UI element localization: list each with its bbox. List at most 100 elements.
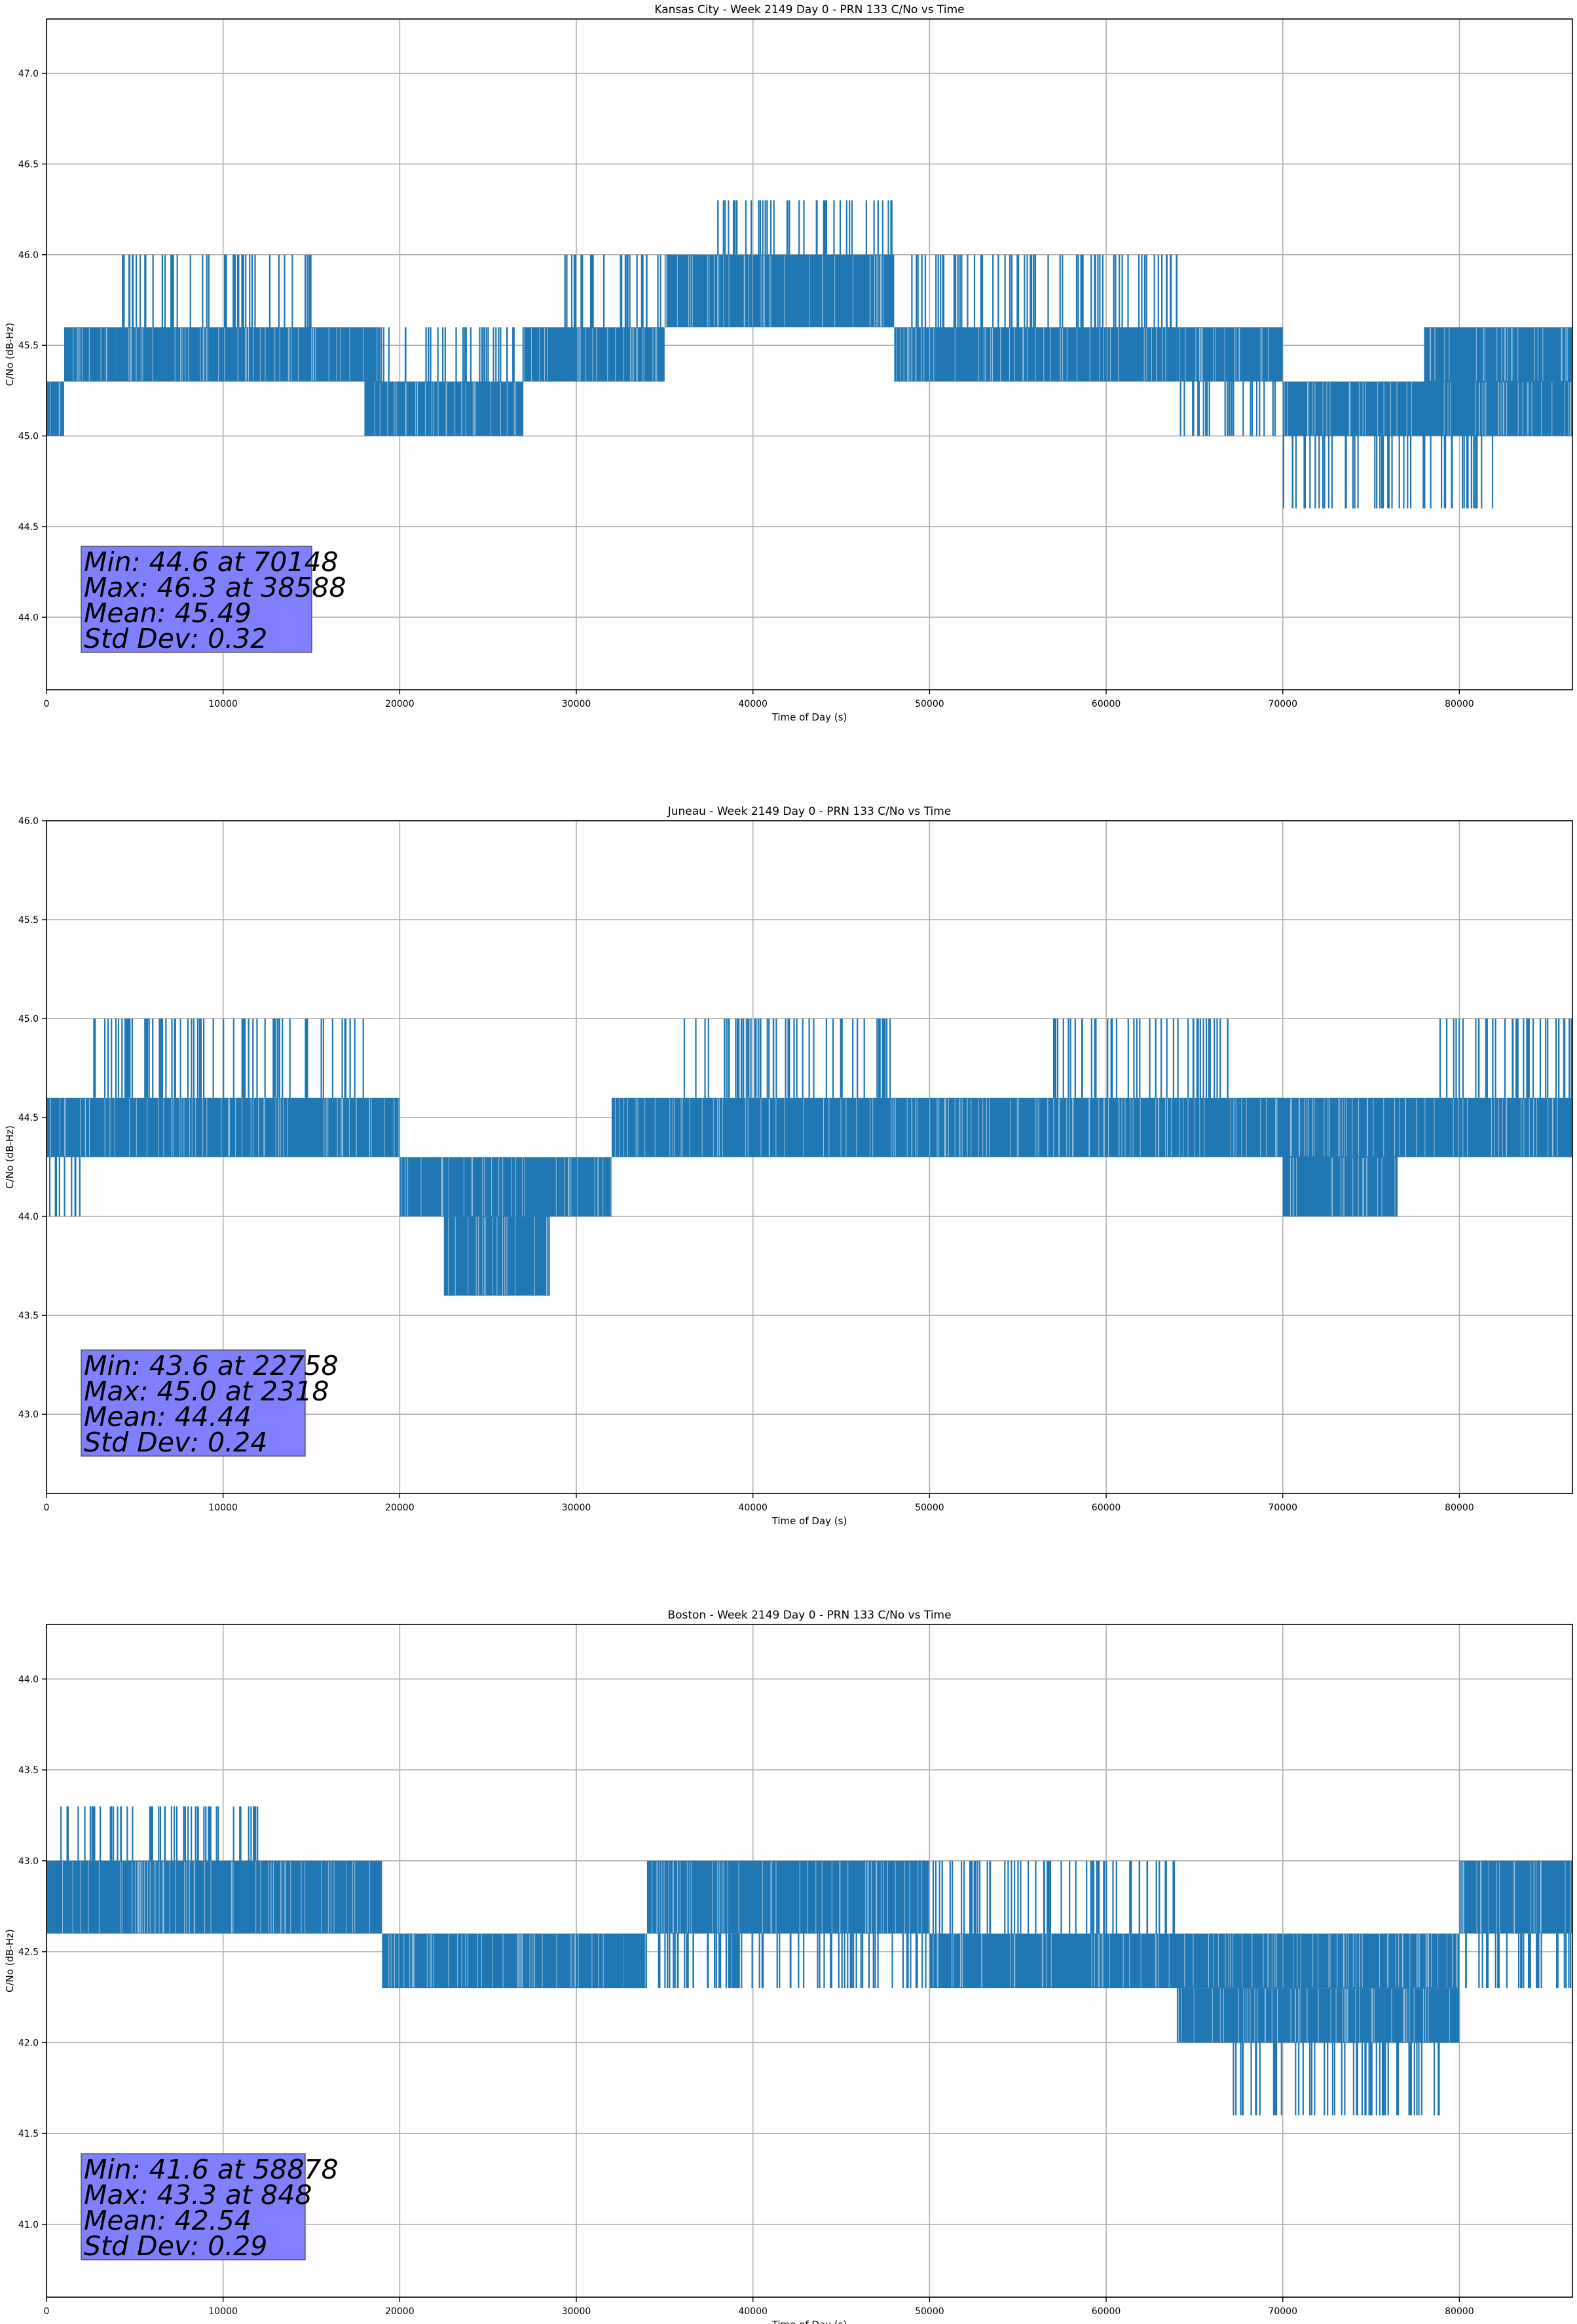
- series-spikes: [1282, 436, 1494, 509]
- y-axis-label: C/No (dB-Hz): [4, 323, 16, 386]
- series-band: [117, 327, 312, 382]
- x-tick-label: 50000: [915, 2306, 944, 2317]
- chart-title: Juneau - Week 2149 Day 0 - PRN 133 C/No …: [667, 805, 952, 818]
- y-tick-label: 47.0: [18, 69, 39, 79]
- x-tick-label: 50000: [915, 1503, 944, 1513]
- series-band: [1459, 1860, 1572, 1934]
- series-band: [46, 1097, 400, 1157]
- x-tick-label: 20000: [385, 2306, 415, 2317]
- x-tick-label: 70000: [1268, 1503, 1297, 1513]
- stats-mean: Mean: 45.49: [84, 597, 251, 629]
- x-tick-label: 10000: [208, 1503, 238, 1513]
- y-tick-label: 44.0: [18, 1212, 39, 1222]
- stats-box: [81, 546, 312, 653]
- series-band-gaps: [1178, 1989, 1450, 2042]
- y-tick-label: 45.0: [18, 1014, 39, 1024]
- y-tick-label: 46.0: [18, 250, 39, 261]
- stats-min: Min: 41.6 at 58878: [84, 2154, 339, 2185]
- y-tick-label: 43.0: [18, 1410, 39, 1420]
- y-tick-label: 45.5: [18, 915, 39, 926]
- series-band: [929, 1933, 1460, 1989]
- series-band-gaps: [50, 382, 60, 436]
- series-spikes: [1233, 2042, 1440, 2116]
- y-tick-label: 43.5: [18, 1765, 39, 1776]
- series-spikes: [932, 1860, 1176, 1934]
- series-spikes: [1179, 381, 1276, 436]
- stats-max: Max: 45.0 at 2318: [84, 1376, 329, 1407]
- series-band: [382, 1933, 647, 1989]
- axes-frame: [46, 820, 1573, 1494]
- series-band: [46, 381, 64, 436]
- series-band-gaps: [523, 328, 658, 381]
- y-tick-label: 46.0: [18, 816, 39, 827]
- y-tick-label: 46.5: [18, 159, 39, 170]
- y-tick-label: 44.5: [18, 522, 39, 533]
- series-band: [646, 1860, 930, 1934]
- y-tick-label: 42.5: [18, 1947, 39, 1958]
- series-spikes: [365, 327, 525, 382]
- series-cno: [46, 200, 1572, 509]
- series-band-gaps: [1260, 1098, 1558, 1157]
- series-spikes: [1439, 1019, 1572, 1098]
- x-tick-label: 0: [44, 2306, 50, 2317]
- x-tick-label: 80000: [1445, 1503, 1474, 1513]
- series-band: [311, 327, 382, 382]
- series-band-gaps: [388, 1934, 646, 1988]
- stats-mean: Mean: 42.54: [84, 2205, 251, 2236]
- x-tick-label: 80000: [1445, 699, 1474, 709]
- chart-title: Kansas City - Week 2149 Day 0 - PRN 133 …: [654, 3, 964, 16]
- stats-std: Std Dev: 0.32: [84, 623, 267, 654]
- series-band: [1424, 327, 1572, 382]
- x-tick-label: 80000: [1445, 2306, 1474, 2317]
- series-band-gaps: [62, 1861, 371, 1933]
- series-band: [46, 1860, 382, 1934]
- x-axis-label: Time of Day (s): [771, 1515, 847, 1527]
- series-band-gaps: [50, 1098, 399, 1157]
- x-tick-label: 10000: [208, 2306, 238, 2317]
- y-tick-label: 43.0: [18, 1856, 39, 1867]
- y-axis-label: C/No (dB-Hz): [4, 1125, 16, 1189]
- x-tick-label: 20000: [385, 699, 415, 709]
- series-band: [1247, 1097, 1572, 1157]
- axes-frame: [46, 1624, 1573, 2298]
- series-band: [1176, 327, 1283, 382]
- series-band-gaps: [652, 1861, 930, 1933]
- stats-max: Max: 43.3 at 848: [84, 2179, 312, 2211]
- series-band: [523, 327, 665, 382]
- chart-kansas-city: 0 10000 20000 30000 40000 50000 60000 70000 8000…: [4, 3, 1573, 723]
- stats-mean: Mean: 44.44: [84, 1401, 251, 1433]
- series-band: [664, 254, 895, 328]
- series-band-gaps: [1290, 1157, 1396, 1216]
- series-band: [364, 381, 524, 436]
- series-spikes: [93, 1019, 364, 1098]
- series-band-gaps: [1460, 1861, 1571, 1933]
- stats-max: Max: 46.3 at 38588: [84, 572, 346, 603]
- x-axis-label: Time of Day (s): [771, 711, 847, 723]
- x-tick-label: 60000: [1092, 1503, 1121, 1513]
- x-tick-label: 70000: [1268, 2306, 1297, 2317]
- series-spikes: [122, 254, 312, 328]
- chart-juneau: 0 10000 20000 30000 40000 50000 60000 70000 8000…: [4, 805, 1573, 1527]
- series-cno: [46, 1019, 1572, 1296]
- series-spikes: [582, 1933, 927, 1989]
- x-tick-label: 60000: [1092, 2306, 1121, 2317]
- series-band: [1282, 1157, 1398, 1217]
- series-band-gaps: [374, 382, 516, 436]
- y-tick-label: 41.5: [18, 2129, 39, 2139]
- y-tick-label: 43.5: [18, 1311, 39, 1321]
- y-tick-label: 44.0: [18, 1674, 39, 1685]
- y-tick-label: 41.0: [18, 2220, 39, 2230]
- series-band: [64, 327, 117, 382]
- series-band-gaps: [614, 1098, 1275, 1157]
- chart-title: Boston - Week 2149 Day 0 - PRN 133 C/No …: [667, 1609, 951, 1622]
- series-band-gaps: [933, 1934, 1458, 1988]
- series-spikes: [911, 254, 1178, 328]
- series-band-gaps: [897, 328, 1166, 381]
- x-tick-label: 40000: [738, 699, 768, 709]
- series-band: [1282, 381, 1572, 436]
- stats-std: Std Dev: 0.24: [84, 1427, 267, 1458]
- series-spikes: [683, 1019, 891, 1098]
- x-axis-label: Time of Day (s): [771, 2319, 847, 2324]
- stats-std: Std Dev: 0.29: [84, 2230, 267, 2262]
